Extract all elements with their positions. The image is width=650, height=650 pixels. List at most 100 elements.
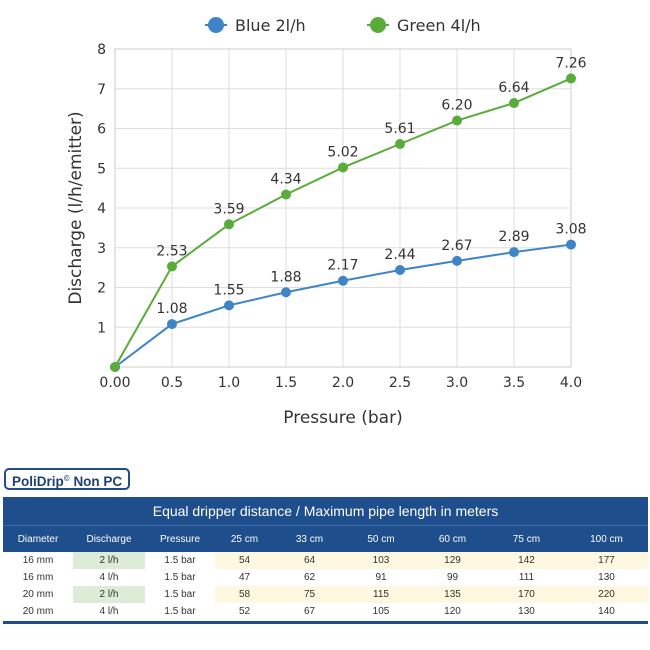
data-point [395,139,405,150]
x-tick-label: 4.0 [560,375,582,391]
y-tick-label: 1 [97,320,106,336]
y-tick-label: 8 [97,42,106,58]
table-cell: 20 mm [3,603,73,620]
table-cell: 4 l/h [73,603,145,620]
product-name: PoliDrip [12,474,64,489]
table-cell: 20 mm [22,589,54,600]
data-point [167,261,177,272]
table-cell: 1.5 bar [164,589,196,600]
x-tick-label: 2.0 [332,375,354,391]
table-header-row: Diameter Discharge Pressure 25 cm 33 cm 50 cm… [3,525,648,552]
y-tick-label: 3 [97,241,106,257]
data-label: 2.89 [498,229,529,245]
table-header-cell: Pressure [145,525,215,552]
table-header-cell: 33 cm [274,525,345,552]
table-cell: 62 [274,569,345,586]
legend-green-label: Green 4l/h [397,16,481,35]
product-badge: PoliDrip© Non PC [4,468,131,490]
table-cell: 177 [565,552,648,569]
data-point [338,162,348,173]
table-cell: 1.5 bar [145,603,215,620]
table-cell: 220 [565,586,648,603]
discharge-chart: 1 2 3 4 5 6 7 8 0.00 0.5 1.0 1.5 2.0 2.5 3.0 3.5 4.0 Pres… [66,16,587,428]
table-cell: 170 [488,586,565,603]
table-cell: 1.5 bar [164,555,196,566]
table-header-cell: 75 cm [488,525,565,552]
data-label: 1.88 [270,269,301,285]
table-cell: 130 [488,603,565,620]
data-label: 3.59 [213,201,244,217]
data-label: 2.44 [384,247,415,263]
data-label: 6.20 [441,98,472,114]
table-cell: 120 [417,603,488,620]
table-title: Equal dripper distance / Maximum pipe le… [3,497,648,525]
data-label: 2.53 [156,243,187,259]
x-tick-label: 3.5 [503,375,525,391]
table-cell: 142 [488,552,565,569]
pipe-length-table: Diameter Discharge Pressure 25 cm 33 cm 50 cm… [3,525,648,620]
table-header-cell: Discharge [73,525,145,552]
y-axis-title: Discharge (l/h/emitter) [66,111,86,304]
table-cell: 54 [215,552,274,569]
data-label: 5.02 [327,144,358,160]
table-cell: 67 [274,603,345,620]
table-cell: 58 [215,586,274,603]
table-cell: 91 [345,569,417,586]
data-point [395,265,405,276]
table-row: 16 mm 4 l/h 1.5 bar 47 62 91 99 111 130 [3,569,648,586]
data-label: 7.26 [555,55,586,71]
x-axis-title: Pressure (bar) [283,408,402,428]
data-label: 1.08 [156,301,187,317]
legend-green-marker [370,17,386,33]
x-tick-label: 2.5 [389,375,411,391]
data-point [224,219,234,230]
table-cell: 4 l/h [73,569,145,586]
table-row: 20 mm 2 l/h 1.5 bar 58 75 115 135 170 220 [3,586,648,603]
table-row: 16 mm 2 l/h 1.5 bar 54 64 103 129 142 177 [3,552,648,569]
table-cell: 2 l/h [73,586,145,603]
table-header-cell: Diameter [3,525,73,552]
legend-blue-label: Blue 2l/h [235,16,306,35]
table-cell: 140 [565,603,648,620]
table-cell: 16 mm [3,569,73,586]
x-tick-label: 3.0 [446,375,468,391]
product-type: Non PC [73,474,123,489]
x-tick-label: 1.0 [218,375,240,391]
y-tick-label: 7 [97,82,106,98]
pipe-length-table-wrap: Equal dripper distance / Maximum pipe le… [3,497,648,624]
table-cell: 75 [274,586,345,603]
legend-blue-marker [208,17,224,33]
data-point [566,239,576,250]
data-point [509,98,519,109]
data-point [281,189,291,200]
y-tick-label: 2 [97,281,106,297]
data-point [281,287,291,298]
table-header-cell: 100 cm [565,525,648,552]
data-label: 5.61 [384,121,415,137]
table-bottom-rule [3,621,648,624]
table-body: 16 mm 2 l/h 1.5 bar 54 64 103 129 142 177 16 mm 4 … [3,552,648,620]
table-header-cell: 50 cm [345,525,417,552]
table-header-cell: 25 cm [215,525,274,552]
table-cell: 129 [417,552,488,569]
y-tick-label: 4 [97,201,106,217]
table-cell: 47 [215,569,274,586]
table-cell: 2 l/h [73,552,145,569]
data-point [452,115,462,126]
data-label: 3.08 [555,222,586,238]
data-label: 1.55 [213,282,244,298]
table-cell: 130 [565,569,648,586]
data-label: 6.64 [498,80,529,96]
y-tick-label: 6 [97,122,106,138]
table-cell: 99 [417,569,488,586]
table-cell: 135 [417,586,488,603]
data-label: 2.67 [441,238,472,254]
data-point [509,247,519,258]
y-tick-label: 5 [97,161,106,177]
data-point [167,319,177,330]
data-point [224,300,234,311]
x-tick-label: 0.00 [99,375,130,391]
table-cell: 105 [345,603,417,620]
copyright-symbol: © [63,474,70,483]
data-label: 4.34 [270,171,301,187]
